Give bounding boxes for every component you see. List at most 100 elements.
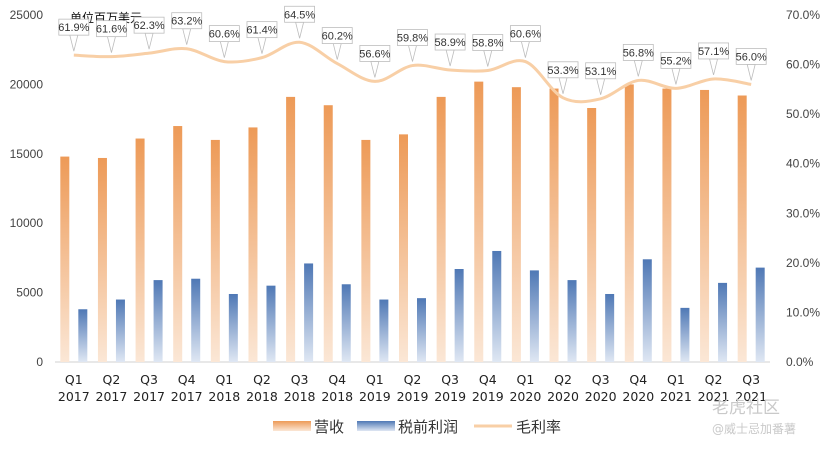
x-tick-year: 2021 (735, 389, 767, 404)
x-tick-quarter: Q3 (441, 372, 459, 387)
revenue-bar (248, 127, 258, 362)
legend-label-margin: 毛利率 (516, 418, 561, 436)
margin-label-pointer (219, 41, 229, 58)
margin-label-box (96, 20, 127, 38)
x-tick-quarter: Q2 (253, 372, 271, 387)
margin-label-text: 60.6% (510, 29, 541, 41)
margin-label-box (660, 51, 692, 69)
margin-label-text: 56.0% (736, 51, 767, 63)
revenue-bar (361, 139, 371, 362)
revenue-bar (700, 89, 710, 363)
x-tick-year: 2020 (622, 389, 654, 404)
margin-label-pointer (445, 49, 455, 67)
x-tick-year: 2018 (208, 389, 240, 404)
revenue-bar (286, 96, 296, 362)
margin-data-label: 53.3% (547, 61, 579, 94)
margin-label-box (585, 62, 617, 80)
margin-label-text: 58.8% (472, 38, 503, 50)
margin-label-text: 57.1% (698, 46, 729, 58)
margin-label-text: 53.3% (547, 65, 578, 77)
right-axis-tick: 60.0% (786, 58, 820, 72)
left-axis: 0 5000 10000 15000 20000 25000 (10, 8, 44, 369)
revenue-bar (135, 138, 145, 362)
x-tick-quarter: Q1 (366, 372, 384, 387)
profit-bar (153, 280, 163, 362)
margin-label-text: 56.6% (359, 48, 390, 60)
margin-label-pointer (483, 50, 493, 67)
right-axis: 0.0% 10.0% 20.0% 30.0% 40.0% 50.0% 60.0% 70.0% (786, 8, 820, 369)
margin-label-pointer (407, 45, 418, 62)
x-tick-quarter: Q3 (291, 372, 309, 387)
left-axis-tick: 20000 (10, 77, 44, 91)
x-axis-ticks: Q1 2017 Q2 2017 Q3 2017 Q4 2017 Q1 2018 Q2 2018 Q3 20… (58, 372, 767, 404)
x-tick-year: 2019 (472, 389, 504, 404)
margin-label-box (397, 29, 428, 46)
margin-label-pointer (295, 21, 305, 39)
margin-label-pointer (332, 43, 342, 60)
right-axis-tick: 70.0% (786, 8, 820, 22)
profit-bar (228, 293, 238, 362)
margin-label-box (284, 5, 316, 23)
profit-bar (115, 299, 125, 362)
margin-label-box (509, 25, 541, 42)
x-tick-year: 2019 (434, 389, 466, 404)
margin-label-box (622, 44, 654, 61)
margin-label-pointer (558, 77, 568, 94)
margin-label-text: 53.1% (585, 66, 616, 78)
margin-data-label: 57.1% (698, 42, 729, 76)
margin-label-box (133, 16, 165, 34)
profit-bar (379, 299, 389, 362)
revenue-bar (549, 88, 559, 363)
left-axis-tick: 0 (36, 355, 43, 369)
x-tick-quarter: Q4 (328, 372, 346, 387)
legend-swatch-revenue (273, 421, 311, 431)
margin-label-pointer (596, 78, 606, 95)
margin-label-box (246, 21, 278, 39)
margin-label-text: 61.9% (58, 22, 89, 34)
x-tick-year: 2021 (698, 389, 730, 404)
margin-label-pointer (182, 28, 192, 45)
margin-data-label: 56.8% (622, 44, 654, 77)
margin-label-text: 60.6% (209, 29, 240, 41)
margin-label-text: 63.2% (171, 16, 202, 28)
right-axis-tick: 10.0% (786, 305, 820, 319)
left-axis-tick: 5000 (16, 286, 43, 300)
x-tick-year: 2020 (547, 389, 579, 404)
x-tick-year: 2017 (133, 389, 165, 404)
margin-label-box (698, 42, 729, 60)
margin-label-pointer (633, 60, 643, 77)
margin-data-label: 64.5% (284, 5, 316, 39)
margin-label-box (735, 48, 767, 65)
margin-data-label: 60.6% (509, 25, 541, 58)
profit-bar (492, 250, 502, 362)
profit-bars (78, 250, 765, 362)
revenue-bar (624, 84, 634, 363)
x-tick-quarter: Q3 (592, 372, 610, 387)
profit-bar (191, 278, 201, 362)
revenue-bar (60, 156, 70, 362)
x-tick-year: 2018 (321, 389, 353, 404)
margin-label-text: 64.5% (284, 9, 315, 21)
x-tick-year: 2018 (284, 389, 316, 404)
margin-label-box (359, 45, 391, 62)
margin-data-label: 58.9% (435, 33, 466, 67)
margin-data-label: 58.8% (472, 34, 504, 67)
right-axis-tick: 20.0% (786, 256, 820, 270)
profit-bar (642, 259, 652, 362)
margin-label-pointer (257, 37, 267, 54)
margin-label-box (171, 12, 203, 30)
revenue-bar (587, 107, 597, 362)
profit-bar (78, 309, 88, 362)
x-tick-quarter: Q1 (65, 372, 83, 387)
x-tick-quarter: Q2 (404, 372, 422, 387)
profit-bar (417, 298, 426, 362)
left-axis-tick: 25000 (10, 8, 44, 22)
margin-data-label: 56.0% (735, 48, 767, 81)
x-tick-quarter: Q3 (742, 372, 760, 387)
right-axis-tick: 30.0% (786, 206, 820, 220)
left-axis-tick: 10000 (10, 216, 44, 230)
x-tick-year: 2020 (585, 389, 617, 404)
margin-data-label: 53.1% (585, 62, 617, 95)
revenue-bar (173, 126, 183, 362)
profit-bar (605, 293, 615, 362)
